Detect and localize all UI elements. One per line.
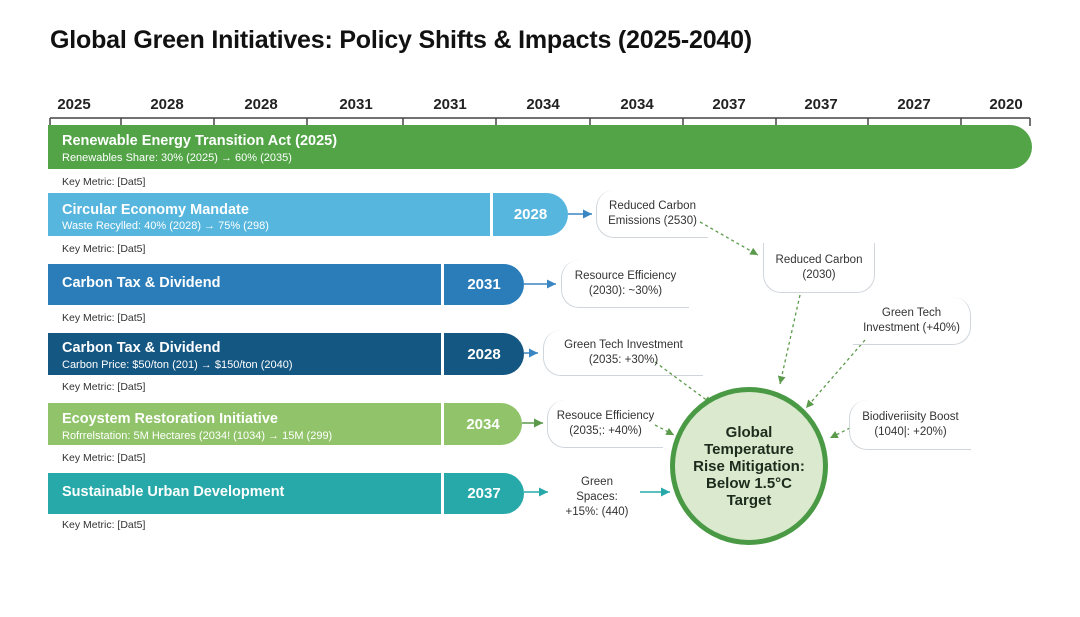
milestone-year-badge: 2031 (444, 264, 524, 305)
tick-label: 2031 (339, 96, 373, 113)
tick-label: 2034 (620, 96, 654, 113)
page-title: Global Green Initiatives: Policy Shifts … (50, 26, 752, 54)
tick-label: 2037 (712, 96, 746, 113)
policy-title: Sustainable Urban Development (62, 484, 285, 500)
milestone-year-badge: 2028 (493, 193, 568, 236)
policy-subtitle: Renewables Share: 30% (2025) → 60% (2035… (62, 152, 292, 164)
policy-bar-urban-development: Sustainable Urban Development (48, 473, 441, 514)
tick-label: 2037 (804, 96, 838, 113)
tick-label: 2025 (57, 96, 91, 113)
policy-subtitle: Rofrrelstation: 5M Hectares (2034! (1034… (62, 430, 333, 442)
policy-bar-carbon-tax: Carbon Tax & Dividend (48, 264, 441, 305)
impact-green-spaces: Green Spaces: +15%: (440) (565, 475, 629, 518)
impact-green-tech-investment: Green Tech Investment (2035: +30%) (543, 330, 703, 376)
policy-subtitle: Carbon Price: $50/ton (201) → $150/ton (… (62, 359, 293, 371)
policy-title: Ecoystem Restoration Initiative (62, 411, 278, 427)
impact-green-tech-investment-2: Green Tech Investment (+40%) (853, 297, 971, 345)
policy-title: Carbon Tax & Dividend (62, 275, 221, 291)
goal-text: Global Temperature Rise Mitigation: Belo… (693, 423, 805, 509)
impact-reduced-carbon: Reduced Carbon (2030) (763, 243, 875, 293)
tick-label: 2034 (526, 96, 560, 113)
impact-reduced-carbon-emissions: Reduced Carbon Emissions (2530) (596, 190, 708, 238)
policy-bar-circular-economy: Circular Economy Mandate Waste Recylled:… (48, 193, 490, 236)
key-metric-label: Key Metric: [Dat5] (62, 381, 146, 393)
impact-resource-efficiency: Resource Efficiency (2030): ~30%) (561, 260, 689, 308)
milestone-year-badge: 2037 (444, 473, 524, 514)
tick-label: 2031 (433, 96, 467, 113)
tick-label: 2027 (897, 96, 931, 113)
policy-bar-renewable-energy: Renewable Energy Transition Act (2025) R… (48, 125, 1032, 169)
tick-label: 2028 (244, 96, 278, 113)
milestone-year-badge: 2028 (444, 333, 524, 375)
key-metric-label: Key Metric: [Dat5] (62, 312, 146, 324)
policy-bar-carbon-tax-dividend: Carbon Tax & Dividend Carbon Price: $50/… (48, 333, 441, 375)
goal-circle: Global Temperature Rise Mitigation: Belo… (670, 387, 828, 545)
policy-subtitle: Waste Recylled: 40% (2028) → 75% (298) (62, 220, 269, 232)
key-metric-label: Key Metric: [Dat5] (62, 176, 146, 188)
tick-label: 2028 (150, 96, 184, 113)
tick-label: 2020 (989, 96, 1023, 113)
impact-resource-efficiency-2: Resouce Efficiency (2035;: +40%) (547, 400, 663, 448)
impact-biodiversity-boost: Biodiveriisity Boost (1040|: +20%) (849, 400, 971, 450)
key-metric-label: Key Metric: [Dat5] (62, 452, 146, 464)
key-metric-label: Key Metric: [Dat5] (62, 243, 146, 255)
key-metric-label: Key Metric: [Dat5] (62, 519, 146, 531)
policy-title: Renewable Energy Transition Act (2025) (62, 133, 338, 149)
milestone-year-badge: 2034 (444, 403, 522, 445)
policy-bar-ecosystem-restoration: Ecoystem Restoration Initiative Rofrrels… (48, 403, 441, 445)
policy-title: Circular Economy Mandate (62, 202, 249, 218)
policy-title: Carbon Tax & Dividend (62, 340, 221, 356)
